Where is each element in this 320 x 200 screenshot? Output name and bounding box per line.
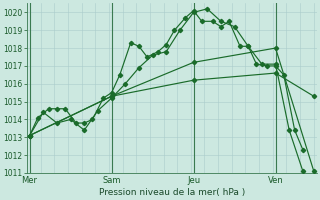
X-axis label: Pression niveau de la mer( hPa ): Pression niveau de la mer( hPa ) [99,188,245,197]
